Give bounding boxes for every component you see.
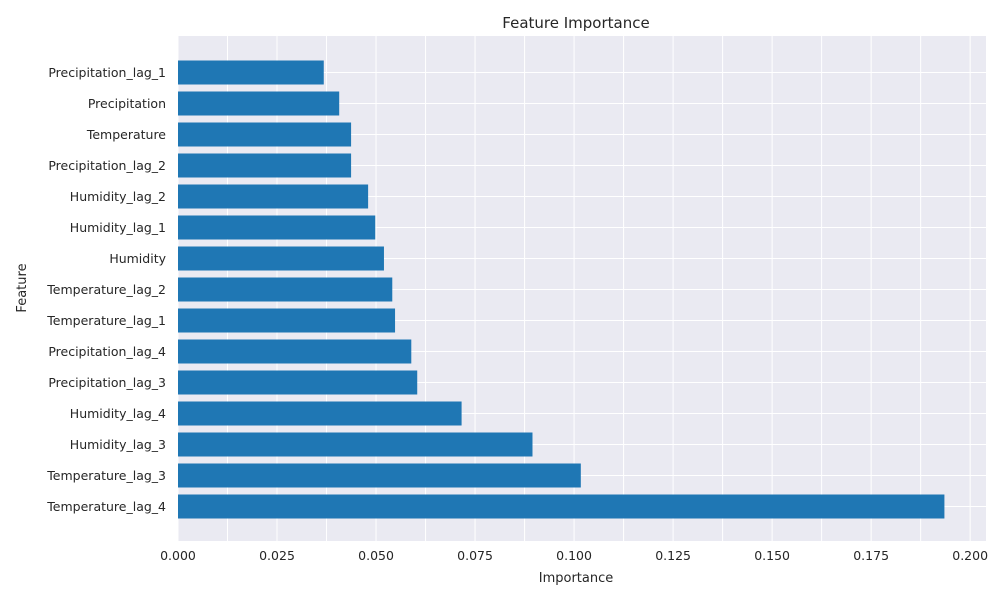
x-tick-label: 0.025 bbox=[259, 548, 295, 563]
y-tick-label: Temperature_lag_2 bbox=[46, 282, 166, 297]
y-tick-label: Humidity_lag_1 bbox=[70, 220, 166, 235]
bar-precipitation-lag-3 bbox=[178, 370, 418, 395]
y-tick-label: Precipitation_lag_3 bbox=[48, 375, 166, 390]
bar-humidity-lag-2 bbox=[178, 184, 369, 209]
bar-humidity-lag-3 bbox=[178, 432, 533, 457]
y-tick-label: Precipitation_lag_2 bbox=[48, 158, 166, 173]
y-tick-label: Humidity_lag_3 bbox=[70, 437, 166, 452]
bar-temperature-lag-1 bbox=[178, 308, 396, 333]
y-tick-label: Humidity bbox=[109, 251, 166, 266]
bar-temperature-lag-4 bbox=[178, 494, 945, 519]
y-tick-labels: Precipitation_lag_1 Precipitation Temperat… bbox=[46, 65, 166, 514]
bar-temperature bbox=[178, 122, 352, 147]
y-tick-label: Precipitation_lag_4 bbox=[48, 344, 166, 359]
y-tick-label: Temperature_lag_1 bbox=[46, 313, 166, 328]
bar-precipitation bbox=[178, 91, 340, 116]
bar-precipitation-lag-1 bbox=[178, 60, 324, 85]
x-axis-label: Importance bbox=[539, 571, 614, 586]
bar-precipitation-lag-2 bbox=[178, 153, 352, 178]
x-tick-label: 0.200 bbox=[952, 548, 988, 563]
y-tick-label: Temperature_lag_4 bbox=[46, 499, 166, 514]
x-tick-label: 0.150 bbox=[754, 548, 790, 563]
x-tick-label: 0.000 bbox=[160, 548, 196, 563]
y-tick-label: Temperature_lag_3 bbox=[46, 468, 166, 483]
y-tick-label: Temperature bbox=[86, 127, 166, 142]
y-tick-label: Precipitation_lag_1 bbox=[48, 65, 166, 80]
bar-temperature-lag-2 bbox=[178, 277, 393, 302]
bar-precipitation-lag-4 bbox=[178, 339, 412, 364]
x-tick-label: 0.125 bbox=[655, 548, 691, 563]
x-tick-label: 0.050 bbox=[358, 548, 394, 563]
bar-humidity-lag-1 bbox=[178, 215, 376, 240]
x-tick-labels: 0.000 0.025 0.050 0.075 0.100 0.125 0.150 0.175… bbox=[160, 548, 988, 563]
x-tick-label: 0.175 bbox=[853, 548, 889, 563]
y-axis-label: Feature bbox=[15, 263, 30, 312]
x-tick-label: 0.075 bbox=[457, 548, 493, 563]
y-tick-label: Precipitation bbox=[88, 96, 166, 111]
bar-temperature-lag-3 bbox=[178, 463, 581, 488]
x-tick-label: 0.100 bbox=[556, 548, 592, 563]
bar-humidity bbox=[178, 246, 384, 271]
chart-title: Feature Importance bbox=[502, 14, 649, 32]
bars bbox=[178, 60, 945, 519]
y-tick-label: Humidity_lag_4 bbox=[70, 406, 166, 421]
bar-humidity-lag-4 bbox=[178, 401, 462, 426]
grid-lines bbox=[177, 36, 986, 541]
y-tick-label: Humidity_lag_2 bbox=[70, 189, 166, 204]
